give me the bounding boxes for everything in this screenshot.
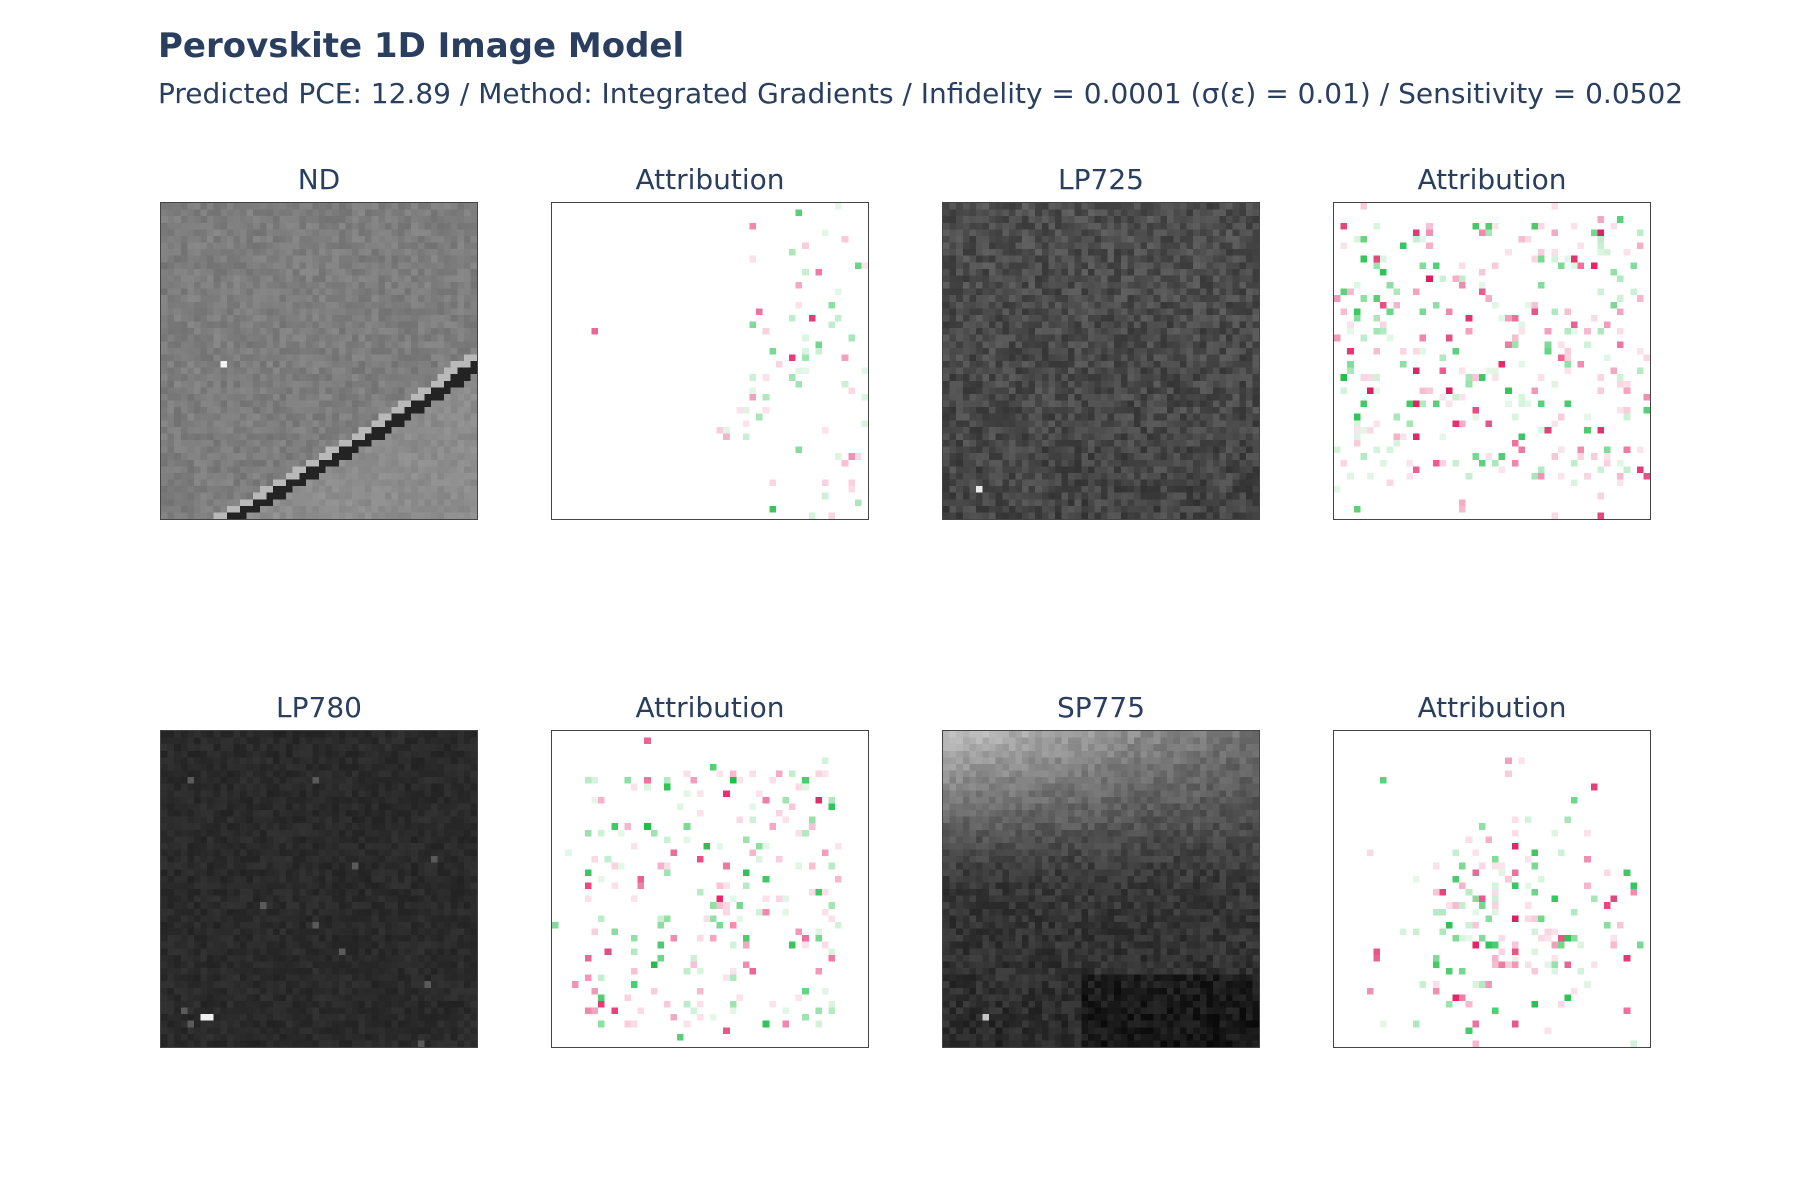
heatmap-lp725-canvas: [943, 203, 1259, 519]
panel-title-attribution-sp775: Attribution: [1417, 691, 1567, 724]
heatmap-sp775-canvas: [943, 731, 1259, 1047]
heatmap-nd-image: [160, 202, 478, 520]
heatmap-attribution-sp775-image: [1333, 730, 1651, 1048]
panel-title-attribution-nd: Attribution: [635, 163, 785, 196]
heatmap-panel-sp775: SP775: [942, 690, 1260, 1048]
panel-title-attribution-lp725: Attribution: [1417, 163, 1567, 196]
panel-title-lp725: LP725: [1058, 163, 1144, 196]
heatmap-panel-attribution-lp780: Attribution: [551, 690, 869, 1048]
heatmap-attribution-lp780-image: [551, 730, 869, 1048]
heatmap-attribution-lp725-canvas: [1334, 203, 1650, 519]
heatmap-lp780-canvas: [161, 731, 477, 1047]
heatmap-attribution-nd-canvas: [552, 203, 868, 519]
heatmap-panel-attribution-sp775: Attribution: [1333, 690, 1651, 1048]
heatmap-panel-attribution-nd: Attribution: [551, 162, 869, 520]
panel-title-sp775: SP775: [1056, 691, 1146, 724]
panel-title-attribution-lp780: Attribution: [635, 691, 785, 724]
heatmap-panel-lp725: LP725: [942, 162, 1260, 520]
heatmap-attribution-sp775-canvas: [1334, 731, 1650, 1047]
figure-title: Perovskite 1D Image Model: [158, 26, 685, 66]
panel-title-nd: ND: [297, 163, 341, 196]
heatmap-panel-attribution-lp725: Attribution: [1333, 162, 1651, 520]
heatmap-panel-lp780: LP780: [160, 690, 478, 1048]
heatmap-panel-nd: ND: [160, 162, 478, 520]
figure-subtitle: Predicted PCE: 12.89 / Method: Integrate…: [158, 77, 1684, 110]
heatmap-attribution-nd-image: [551, 202, 869, 520]
heatmap-lp780-image: [160, 730, 478, 1048]
heatmap-sp775-image: [942, 730, 1260, 1048]
panel-title-lp780: LP780: [276, 691, 362, 724]
heatmap-lp725-image: [942, 202, 1260, 520]
heatmap-attribution-lp725-image: [1333, 202, 1651, 520]
heatmap-attribution-lp780-canvas: [552, 731, 868, 1047]
heatmap-nd-canvas: [161, 203, 477, 519]
